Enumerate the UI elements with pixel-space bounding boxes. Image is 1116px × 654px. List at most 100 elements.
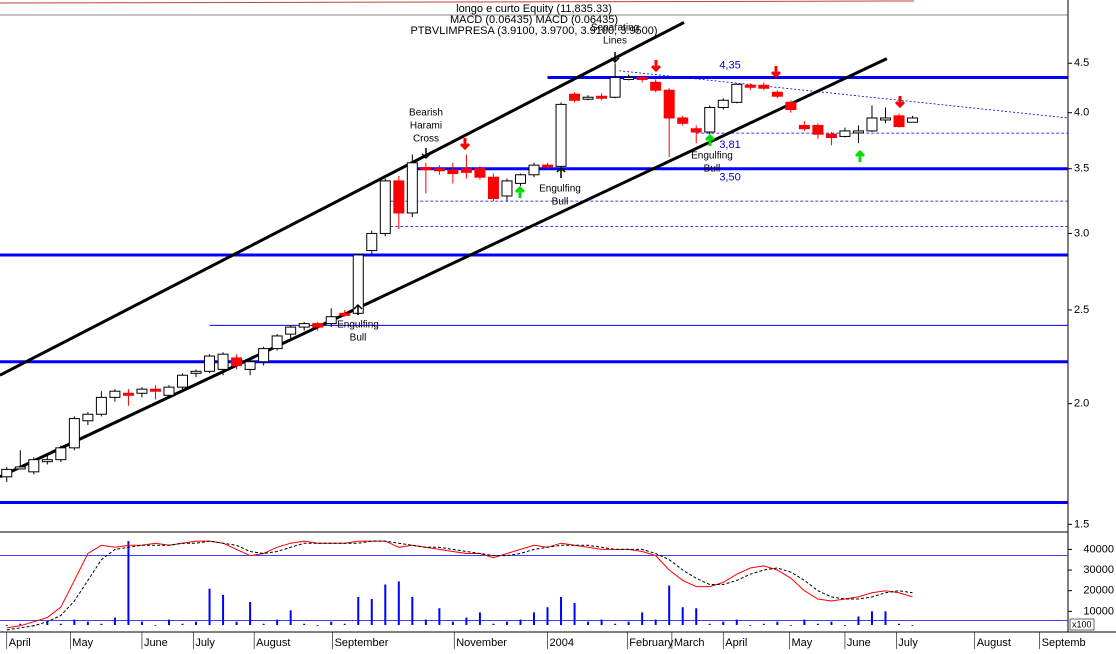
candle-body [839,130,851,137]
y-tick-label: 2.5 [1074,304,1089,316]
signal-arrow [556,166,566,178]
candle-body [433,168,445,172]
pattern-label: Lines [603,36,627,47]
candle-body [217,353,229,370]
candle-body [258,348,270,363]
candle-body [14,466,26,470]
candle-body [366,232,378,252]
signal-arrow [353,303,363,315]
signal-arrow [854,149,866,162]
candle-body [149,388,161,392]
candle-body [55,447,67,461]
y-tick-label: 4.5 [1074,57,1089,69]
candle-body [109,390,121,398]
pattern-label: Engulfing [539,184,581,195]
y-tick-label: 3.5 [1074,163,1089,175]
x-tick-label: May [72,637,93,649]
candle-body [204,355,216,372]
level-label: 3,50 [719,172,740,184]
candle-body [609,76,621,98]
signal-arrow [894,96,906,109]
candle-body [95,396,107,415]
candle-body [677,117,689,124]
candle-body [758,84,770,89]
candle-body [312,323,324,328]
x-tick-label: February [629,637,674,649]
volume-tick-label: 20000 [1083,585,1114,597]
y-tick-label: 2.0 [1074,398,1089,410]
trend-line [0,57,888,479]
candle-body [528,164,540,176]
x-tick-label: April [725,637,747,649]
candle-body [501,180,513,197]
candle-body [596,95,608,99]
candle-body [825,133,837,139]
header-text: MACD (0.06435) MACD (0.06435) [450,14,618,26]
candle-body [406,162,418,214]
candle-body [339,312,351,316]
pattern-label: Bearish [409,108,443,119]
candle-body [68,418,80,449]
candle-body [163,386,175,396]
oscillator-line [6,540,913,631]
x-tick-label: May [792,637,813,649]
candle-body [420,167,432,171]
trend-line [0,21,685,377]
pattern-label: Bull [350,333,367,344]
candle-body [122,392,134,396]
volume-tick-label: 10000 [1083,605,1114,617]
signal-arrow [514,185,526,198]
candle-body [271,335,283,350]
candle-body [298,323,310,328]
candle-body [785,101,797,111]
pattern-label: Bull [704,164,721,175]
candle-body [569,93,581,101]
pattern-label: Cross [413,134,439,145]
candle-body [582,96,594,100]
candle-body [690,128,702,133]
pattern-label: Engulfing [337,320,379,331]
candle-body [704,106,716,133]
candle-body [244,361,256,370]
candle-body [731,83,743,103]
candle-body [474,168,486,178]
volume-tick-label: 40000 [1083,543,1114,555]
x-tick-label: August [256,637,290,649]
header-decoration [0,0,915,4]
pattern-label: Bull [552,197,569,208]
signal-arrow [650,60,662,73]
candle-body [893,115,905,128]
candle-body [379,180,391,234]
candle-body [325,316,337,325]
candle-body [285,326,297,335]
y-tick-label: 1.5 [1074,518,1089,530]
candle-body [555,103,567,167]
x-tick-label: June [847,637,871,649]
x-tick-label: 2004 [550,637,574,649]
candle-body [852,130,864,134]
candle-body [812,124,824,135]
level-label: 4,35 [719,59,740,71]
candle-body [717,99,729,108]
candle-body [177,374,189,388]
x-tick-label: Septemb [1042,637,1086,649]
x-tick-label: July [898,637,918,649]
candle-body [136,388,148,394]
candle-body [650,81,662,91]
candle-body [623,76,635,80]
x-tick-label: March [674,637,705,649]
signal-arrow [704,133,716,146]
volume-unit: x100 [1072,619,1092,629]
candle-body [907,117,919,123]
header-text: PTBVLIMPRESA (3.9100, 3.9700, 3.9100, 3.… [410,25,657,37]
candle-body [41,459,53,463]
signal-arrow [459,138,471,151]
candle-body [879,117,891,121]
pattern-label: Engulfing [691,151,733,162]
y-tick-label: 3.0 [1074,227,1089,239]
x-tick-label: June [144,637,168,649]
candle-body [1,468,13,478]
signal-arrow [770,66,782,79]
candle-body [744,84,756,88]
